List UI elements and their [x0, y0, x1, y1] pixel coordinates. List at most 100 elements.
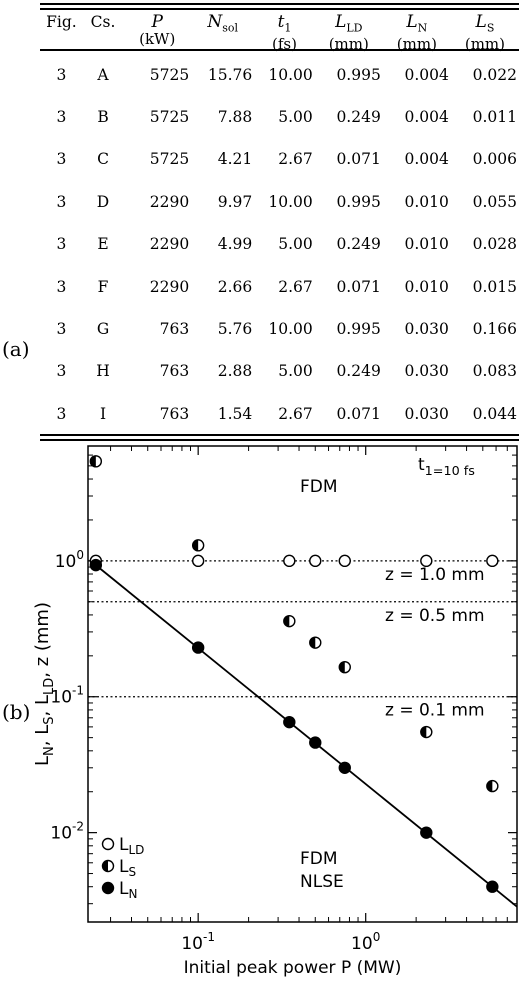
table-cell: 0.030 — [404, 319, 449, 338]
table-cell: 0.055 — [472, 192, 517, 211]
table-cell: 0.006 — [472, 150, 517, 169]
table-cell: 0.015 — [472, 277, 517, 296]
table-cell: 0.004 — [404, 65, 449, 84]
table-cell: H — [96, 362, 110, 381]
panel-label-b: (b) — [2, 700, 31, 724]
table-cell: 5725 — [149, 150, 190, 169]
table-cell: 0.010 — [404, 235, 449, 254]
table-row: 3 I 763 1.54 2.67 0.071 0.030 0.044 — [40, 393, 519, 435]
x-tick-label: 10-1 — [181, 930, 215, 954]
table-cell: E — [97, 235, 109, 254]
header-ln: LN (mm) — [396, 12, 437, 54]
table-row: 3 F 2290 2.66 2.67 0.071 0.010 0.015 — [40, 265, 519, 307]
table-cell: 5725 — [149, 65, 190, 84]
table-bottom-rule-1 — [40, 434, 519, 436]
table-cell: 3 — [56, 107, 67, 126]
table-cell: 0.030 — [404, 404, 449, 423]
table-cell: 2290 — [149, 192, 190, 211]
table-cell: 2290 — [149, 235, 190, 254]
data-point-lld — [309, 554, 322, 568]
table-cell: D — [96, 192, 110, 211]
table-cell: 9.97 — [217, 192, 253, 211]
reference-line-label: z = 0.1 mm — [385, 701, 485, 721]
table-cell: 2.88 — [217, 362, 253, 381]
table-cell: 0.022 — [472, 65, 517, 84]
table-cell: 5.00 — [278, 362, 313, 381]
table-cell: 0.071 — [336, 404, 381, 423]
table-row: 3 H 763 2.88 5.00 0.249 0.030 0.083 — [40, 350, 519, 392]
data-point-ln — [486, 880, 499, 893]
table-top-rule-1 — [40, 3, 519, 5]
table-cell: 0.030 — [404, 362, 449, 381]
table-cell: 763 — [159, 404, 190, 423]
table-cell: 7.88 — [217, 107, 253, 126]
table-bottom-rule-2 — [40, 439, 519, 441]
table-cell: 0.011 — [472, 107, 517, 126]
table-cell: 2.67 — [278, 277, 313, 296]
table-cell: 3 — [56, 192, 67, 211]
table-cell: 3 — [56, 404, 67, 423]
data-point-ls — [89, 455, 103, 468]
header-t1: t1 (fs) — [272, 12, 297, 54]
table-cell: 10.00 — [268, 65, 313, 84]
table-cell: C — [97, 150, 109, 169]
fdm-annotation-bottom: FDM — [300, 849, 338, 869]
table-row: 3 C 5725 4.21 2.67 0.071 0.004 0.006 — [40, 138, 519, 180]
table-cell: 0.004 — [404, 150, 449, 169]
data-point-ln — [191, 641, 205, 654]
table-cell: 0.995 — [336, 319, 381, 338]
table-cell: 0.995 — [336, 65, 381, 84]
table-cell: 5.76 — [217, 319, 253, 338]
header-case: Cs. — [90, 13, 116, 31]
table-cell: 0.995 — [336, 192, 381, 211]
data-point-ls — [338, 660, 351, 674]
table-header-row: Fig. Cs. P (kW) Nsol t1 (fs) LLD (mm) LN (mm… — [40, 10, 519, 53]
legend-label-ln: LN — [119, 879, 137, 901]
ln-fit-line — [95, 564, 517, 908]
table-cell: 0.044 — [472, 404, 517, 423]
table-cell: 0.010 — [404, 192, 449, 211]
table-cell: 0.083 — [472, 362, 517, 381]
parameter-table: Fig. Cs. P (kW) Nsol t1 (fs) LLD (mm) LN (mm… — [40, 10, 519, 435]
header-fig: Fig. — [46, 13, 77, 31]
panel-label-a: (a) — [2, 337, 30, 361]
data-point-ln — [338, 761, 351, 774]
header-ls: LS (mm) — [464, 12, 506, 54]
table-cell: 4.99 — [217, 235, 253, 254]
table-cell: 0.071 — [336, 277, 381, 296]
table-cell: 0.010 — [404, 277, 449, 296]
plot-frame — [87, 445, 518, 923]
data-point-ln — [309, 736, 322, 749]
header-power: P (kW) — [139, 12, 176, 48]
table-cell: 0.166 — [472, 319, 517, 338]
table-cell: 0.249 — [336, 362, 381, 381]
x-tick-label: 100 — [351, 930, 380, 954]
header-nsol: Nsol — [207, 12, 239, 35]
legend-marker-lld — [101, 837, 115, 851]
table-cell: G — [96, 319, 110, 338]
table-cell: 0.249 — [336, 235, 381, 254]
legend-label-ls: LS — [119, 857, 136, 879]
table-cell: 0.071 — [336, 150, 381, 169]
data-point-ls — [309, 636, 322, 649]
table-cell: 3 — [56, 362, 67, 381]
legend-marker-ls — [101, 859, 115, 873]
data-point-lld — [338, 554, 351, 568]
table-cell: 0.249 — [336, 107, 381, 126]
table-cell: 10.00 — [268, 319, 313, 338]
table-cell: B — [97, 107, 109, 126]
table-cell: 0.028 — [472, 235, 517, 254]
table-cell: 3 — [56, 235, 67, 254]
table-cell: 2290 — [149, 277, 190, 296]
data-point-lld — [191, 554, 205, 568]
table-top-rule-2 — [40, 8, 519, 10]
table-cell: 0.004 — [404, 107, 449, 126]
table-cell: 2.66 — [217, 277, 253, 296]
x-axis-label: Initial peak power P (MW) — [184, 958, 402, 978]
table-cell: 5.00 — [278, 107, 313, 126]
data-point-lld — [420, 554, 433, 568]
data-point-lld — [486, 554, 499, 568]
y-tick-label: 100 — [55, 548, 84, 572]
